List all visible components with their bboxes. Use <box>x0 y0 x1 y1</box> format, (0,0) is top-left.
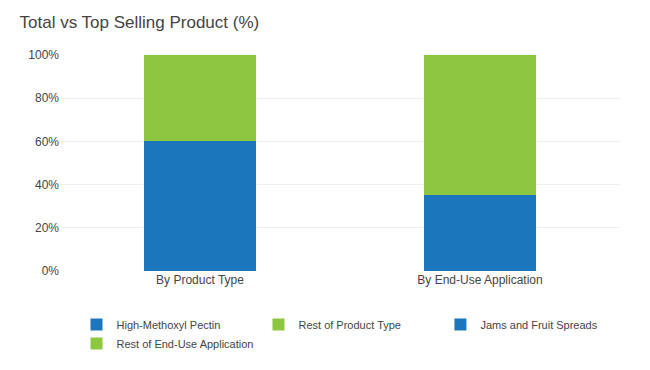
svg-text:Rest of Product Type: Rest of Product Type <box>298 319 401 331</box>
svg-text:By Product Type: By Product Type <box>156 273 244 287</box>
svg-text:Rest of End-Use Application: Rest of End-Use Application <box>117 338 254 350</box>
svg-text:40%: 40% <box>35 178 59 192</box>
svg-text:60%: 60% <box>35 135 59 149</box>
svg-text:100%: 100% <box>28 48 59 62</box>
svg-text:By End-Use Application: By End-Use Application <box>417 273 542 287</box>
svg-text:0%: 0% <box>42 264 60 278</box>
svg-text:Total vs Top Selling Product (: Total vs Top Selling Product (%) <box>20 13 260 32</box>
svg-text:20%: 20% <box>35 221 59 235</box>
svg-text:80%: 80% <box>35 91 59 105</box>
svg-text:High-Methoxyl Pectin: High-Methoxyl Pectin <box>117 319 221 331</box>
svg-text:Jams and Fruit Spreads: Jams and Fruit Spreads <box>480 319 597 331</box>
